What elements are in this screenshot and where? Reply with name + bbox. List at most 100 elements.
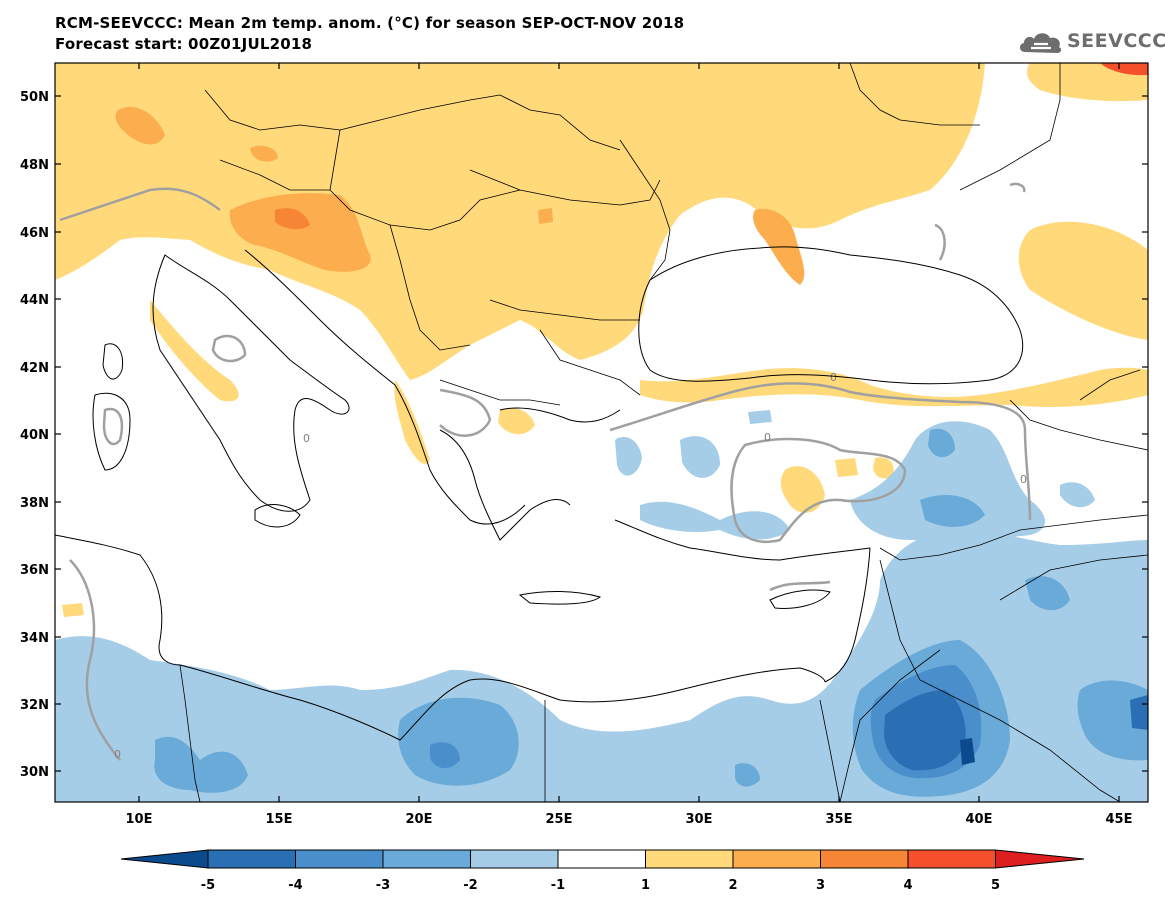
colorbar-segment <box>295 849 384 869</box>
latitude-axis: 50N 48N 46N 44N 42N 40N 38N 36N 34N 32N 30N <box>20 90 1148 780</box>
warm-region-anatolia-3 <box>873 457 894 479</box>
border <box>1009 399 1148 451</box>
cold2-region-east-turkey <box>928 428 955 458</box>
borders <box>179 63 1148 802</box>
border <box>819 699 841 802</box>
colorbar-tick-label: -1 <box>551 878 565 893</box>
crete-coast <box>518 591 602 605</box>
border <box>959 63 1061 191</box>
contour-labels: 0 0 0 0 0 <box>114 371 1027 761</box>
border <box>439 379 561 406</box>
cold5-region-core <box>960 738 975 765</box>
zero-contour-cyprus <box>769 580 831 592</box>
warm-region-europe <box>55 63 985 380</box>
lat-tick-label: 40N <box>20 428 49 443</box>
colorbar-segment <box>470 849 559 869</box>
lat-tick-label: 36N <box>20 563 49 578</box>
cold-region-turkey-small <box>748 410 772 424</box>
levant-coast <box>824 547 871 683</box>
zero-contour-italy <box>211 334 247 363</box>
border <box>1079 369 1141 401</box>
border <box>389 224 471 351</box>
warm-region-italy-coast <box>150 300 239 402</box>
cold-region-turkey-3 <box>640 501 790 540</box>
border <box>879 559 1121 802</box>
colorbar-segment <box>382 849 471 869</box>
colorbar-tick-label: -4 <box>288 878 302 893</box>
colorbar: -5 -4 -3 -2 -1 1 2 3 4 5 <box>120 849 1085 893</box>
colorbar-segment <box>645 849 734 869</box>
contour-label: 0 <box>114 748 121 761</box>
colorbar-tick-label: 2 <box>728 878 737 893</box>
aegean-coast <box>499 407 621 423</box>
zero-contour-ukraine <box>1009 182 1026 193</box>
border <box>469 169 661 206</box>
lat-tick-label: 48N <box>20 158 49 173</box>
lat-tick-label: 50N <box>20 90 49 105</box>
border <box>619 139 671 281</box>
cold2-region-iraq <box>1025 576 1070 611</box>
warm-region-aegean <box>498 408 535 435</box>
warm2-region-germany <box>250 145 278 162</box>
colorbar-tick-label: 5 <box>991 878 1000 893</box>
colorbar-tick-label: 3 <box>816 878 825 893</box>
border <box>179 664 201 802</box>
logo-text: SEEVCCC <box>1067 30 1165 52</box>
border <box>219 159 330 191</box>
colorbar-tick-label: -5 <box>201 878 215 893</box>
lon-tick-label: 25E <box>546 812 573 827</box>
cold3-region-libya <box>430 742 460 769</box>
greece-coast <box>439 429 571 541</box>
lon-tick-label: 35E <box>826 812 853 827</box>
zero-contour-balkans <box>439 388 492 437</box>
cold2-region-east-turkey-2 <box>920 495 985 527</box>
lat-tick-label: 32N <box>20 698 49 713</box>
zero-contour-turkey <box>609 382 1032 521</box>
colorbar-lower-extension <box>120 849 209 869</box>
cold2-region-tunisia-libya <box>154 736 248 793</box>
zero-contours <box>59 182 1032 761</box>
map-frame <box>54 62 1149 803</box>
lat-tick-label: 46N <box>20 226 49 241</box>
colorbar-segment <box>557 849 646 869</box>
balkan-coast <box>244 249 526 525</box>
cold-region-turkey-2 <box>680 436 720 478</box>
seevccc-logo: SEEVCCC <box>1017 26 1165 56</box>
cyprus-coast <box>769 589 831 609</box>
lon-tick-label: 45E <box>1106 812 1133 827</box>
border <box>849 63 980 126</box>
cold-region-east-turkey <box>850 421 1045 540</box>
warm-region-anatolia-2 <box>835 458 858 477</box>
cold2-region-libya <box>398 697 519 786</box>
border <box>999 554 1148 601</box>
zero-contour-anatolia <box>730 437 907 544</box>
cold4-region-saudi <box>884 690 966 771</box>
border <box>539 329 641 396</box>
contour-label: 0 <box>303 432 310 445</box>
warm-region-north-africa <box>62 603 84 617</box>
black-sea-coast <box>638 246 1024 385</box>
lat-tick-label: 42N <box>20 361 49 376</box>
warm3-region-croatia <box>275 208 310 230</box>
lon-tick-label: 15E <box>266 812 293 827</box>
zero-contour-caspian <box>934 223 946 261</box>
sicily-coast <box>254 504 301 528</box>
colorbar-segment <box>207 849 296 869</box>
coastlines <box>55 246 1024 741</box>
border <box>499 94 621 151</box>
anomaly-field <box>55 63 1148 802</box>
cold-region-turkey <box>615 436 642 476</box>
map-title: RCM-SEEVCCC: Mean 2m temp. anom. (°C) fo… <box>55 14 685 32</box>
border <box>879 514 1148 561</box>
lon-tick-label: 30E <box>686 812 713 827</box>
forecast-start-label: Forecast start: 00Z01JUL2018 <box>55 35 313 53</box>
cold4-region-iraq-corner <box>1130 695 1148 730</box>
border <box>489 299 640 321</box>
lat-tick-label: 44N <box>20 293 49 308</box>
colorbar-tick-label: -3 <box>376 878 390 893</box>
warm4-region-northeast-corner <box>1100 63 1148 76</box>
lon-tick-label: 10E <box>126 812 153 827</box>
cloud-icon <box>1019 33 1062 53</box>
italy-coast <box>152 254 350 512</box>
